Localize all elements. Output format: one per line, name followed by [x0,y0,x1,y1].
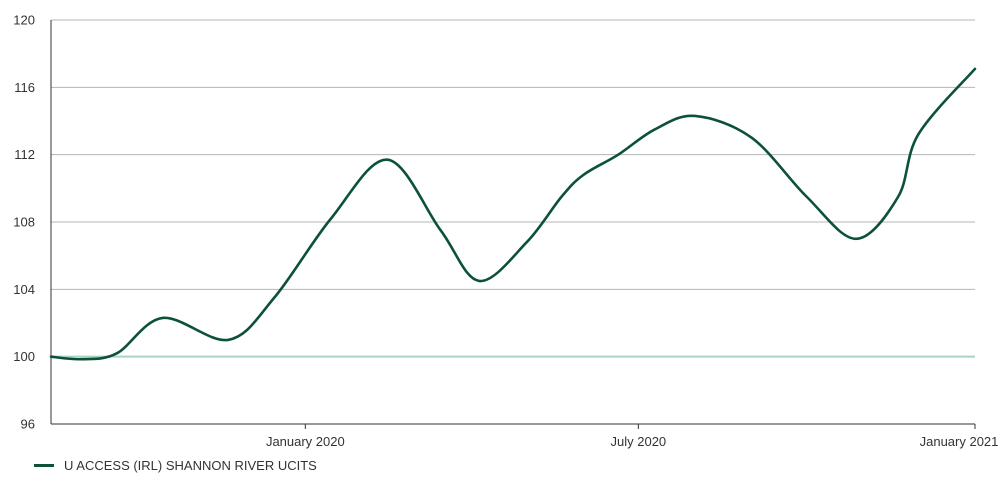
x-tick-label-2: January 2021 [920,434,999,449]
y-tick-label-104: 104 [13,282,35,297]
x-axis-ticks: January 2020 July 2020 January 2021 [266,424,998,449]
legend-swatch [34,464,54,467]
y-tick-label-96: 96 [21,417,35,432]
legend-label: U ACCESS (IRL) SHANNON RIVER UCITS [64,458,317,473]
x-tick-label-1: July 2020 [611,434,667,449]
series-lines [49,67,977,361]
grid-lines [51,19,975,290]
y-axis-ticks: 96 100 104 108 112 116 120 [13,13,35,432]
x-tick-label-0: January 2020 [266,434,345,449]
y-tick-label-116: 116 [14,80,35,95]
y-tick-label-100: 100 [13,349,35,364]
y-tick-label-120: 120 [13,13,35,28]
y-tick-label-112: 112 [14,147,35,162]
legend: U ACCESS (IRL) SHANNON RIVER UCITS [34,458,317,473]
y-tick-label-108: 108 [13,215,35,230]
series-line-0 [49,67,977,361]
